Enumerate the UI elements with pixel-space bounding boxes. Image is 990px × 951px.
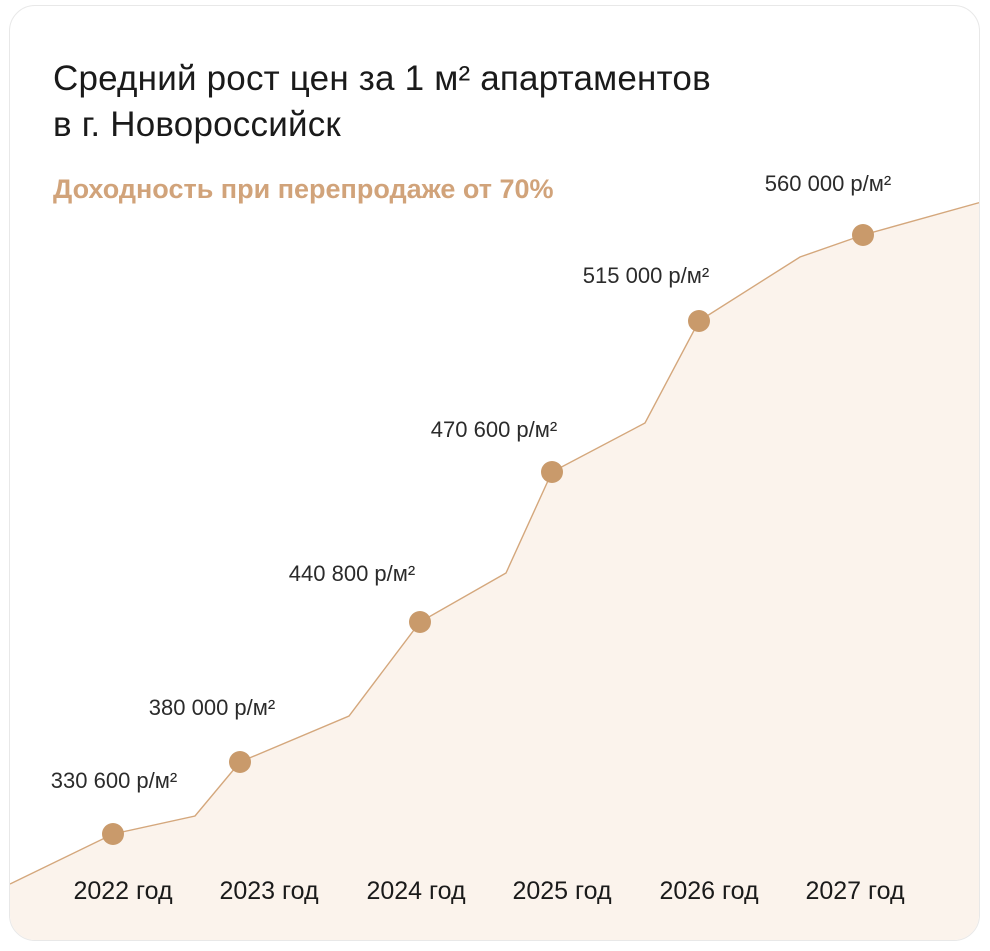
chart-title: Средний рост цен за 1 м² апартаментов в … (53, 56, 711, 148)
data-label-4: 470 600 р/м² (431, 417, 557, 442)
data-points (102, 224, 874, 845)
x-axis-ticks: 2022 год 2023 год 2024 год 2025 год 2026 год… (73, 877, 904, 905)
x-tick-label-3: 2024 год (366, 877, 465, 905)
data-label-5: 515 000 р/м² (583, 263, 709, 288)
data-point-6 (852, 224, 874, 246)
x-tick-label-6: 2027 год (805, 877, 904, 905)
chart-title-line-2: в г. Новороссийск (53, 105, 341, 144)
data-label-3: 440 800 р/м² (289, 561, 415, 586)
data-label-6: 560 000 р/м² (765, 171, 891, 196)
price-line (10, 200, 979, 885)
data-point-5 (688, 310, 710, 332)
data-label-2: 380 000 р/м² (149, 695, 275, 720)
x-tick-label-4: 2025 год (512, 877, 611, 905)
chart-subtitle: Доходность при перепродаже от 70% (53, 174, 554, 204)
x-tick-label-5: 2026 год (659, 877, 758, 905)
price-area-fill (10, 201, 979, 940)
chart-title-line-1: Средний рост цен за 1 м² апартаментов (53, 59, 711, 98)
data-point-1 (102, 823, 124, 845)
data-point-4 (541, 461, 563, 483)
data-label-1: 330 600 р/м² (51, 768, 177, 793)
data-point-2 (229, 751, 251, 773)
x-tick-label-1: 2022 год (73, 877, 172, 905)
x-tick-label-2: 2023 год (219, 877, 318, 905)
data-point-3 (409, 611, 431, 633)
data-labels: 330 600 р/м² 380 000 р/м² 440 800 р/м² 470 … (51, 171, 891, 793)
